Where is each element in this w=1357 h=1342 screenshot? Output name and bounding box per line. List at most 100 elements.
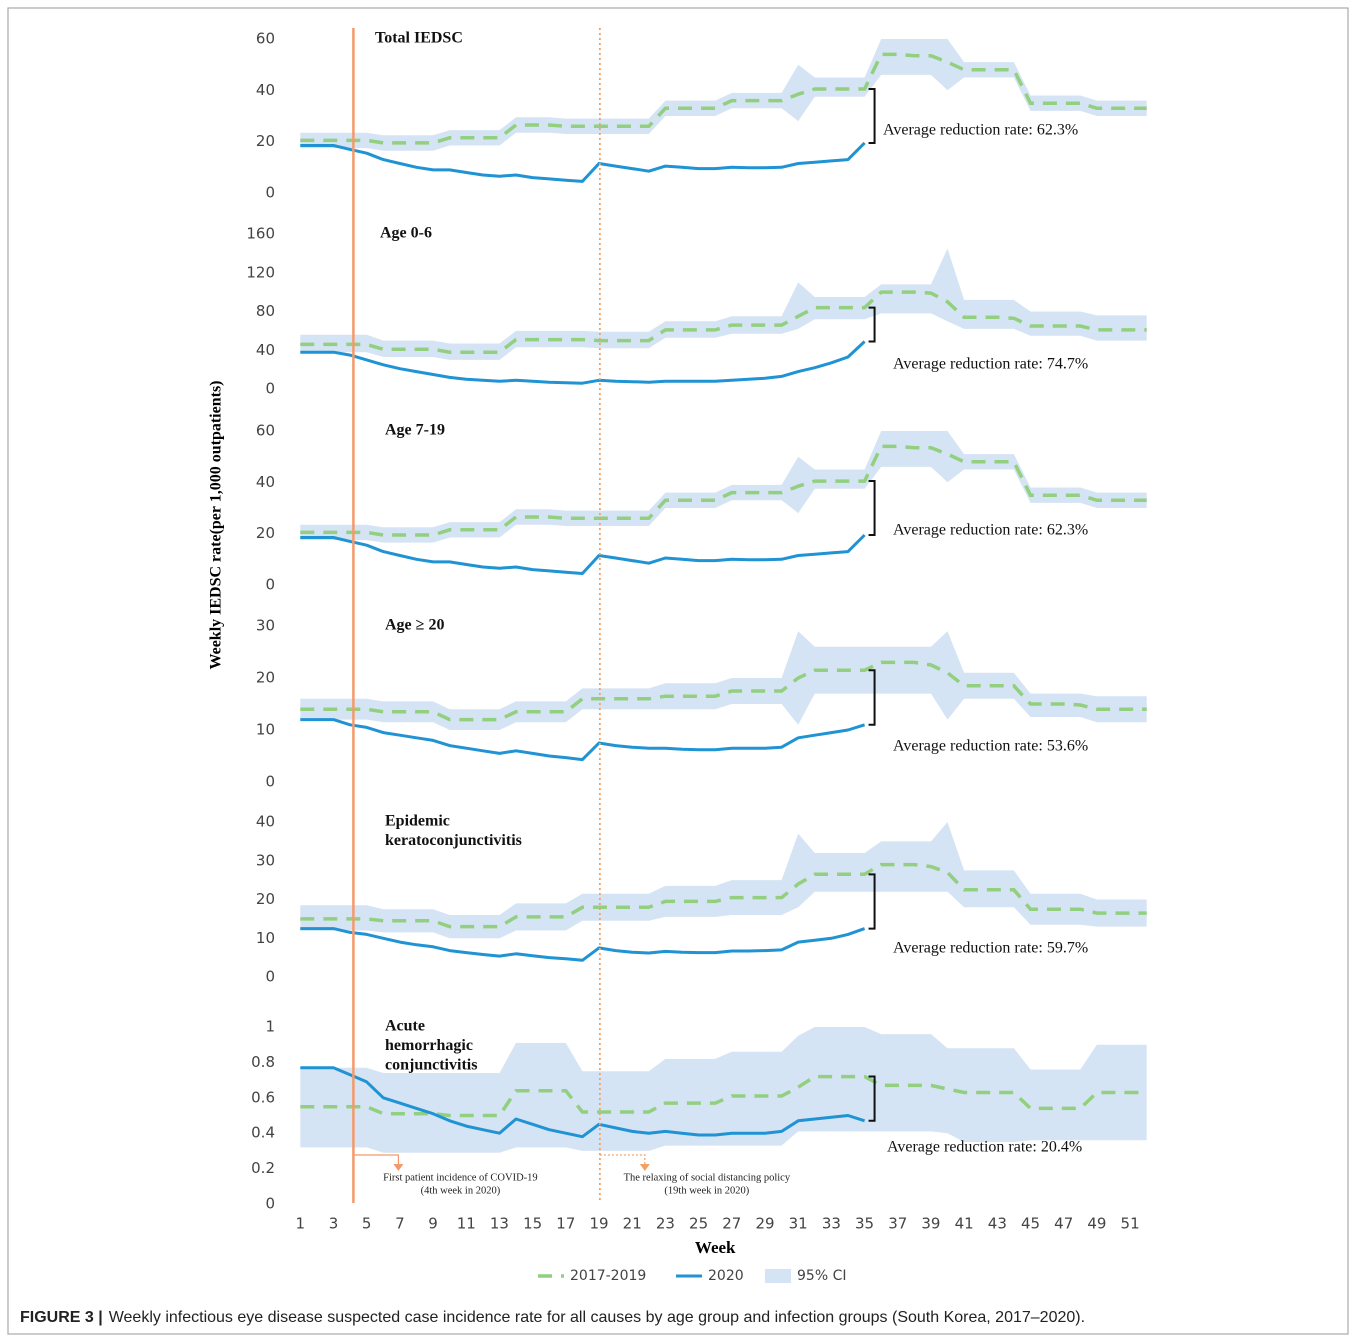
x-tick-label: 41 <box>955 1215 974 1233</box>
x-tick-label: 35 <box>855 1215 874 1233</box>
x-tick-label: 9 <box>428 1215 438 1233</box>
bracket <box>868 306 876 343</box>
bracket <box>868 88 876 144</box>
y-tick-label: 20 <box>256 524 275 542</box>
y-tick-label: 120 <box>246 263 275 281</box>
y-tick-label: 0.6 <box>251 1088 275 1106</box>
x-tick-label: 51 <box>1121 1215 1140 1233</box>
x-tick-label: 43 <box>988 1215 1007 1233</box>
y-tick-label: 0 <box>265 184 275 202</box>
event-arrowhead <box>393 1164 404 1171</box>
y-tick-label: 20 <box>256 669 275 687</box>
y-tick-label: 40 <box>256 813 275 831</box>
panel: 0 40 80 120 160 Age 0-6 Average reduction rate… <box>246 225 1147 398</box>
y-tick-label: 0.2 <box>251 1159 275 1177</box>
x-tick-label: 27 <box>722 1215 741 1233</box>
panel-title: conjunctivitis <box>385 1057 477 1074</box>
x-tick-label: 49 <box>1087 1215 1106 1233</box>
baseline-line <box>300 444 1147 537</box>
y-tick-label: 0 <box>265 773 275 791</box>
ci-band <box>300 631 1147 730</box>
x-tick-label: 47 <box>1054 1215 1073 1233</box>
x-tick-label: 19 <box>589 1215 608 1233</box>
x-tick-label: 7 <box>395 1215 405 1233</box>
ci-band <box>300 822 1147 939</box>
y-tick-label: 40 <box>256 341 275 359</box>
event-arrow <box>353 1154 400 1166</box>
y-tick-label: 0 <box>265 1195 275 1213</box>
bracket <box>868 669 876 726</box>
panel: 0 20 40 60 Total IEDSC Average reduction rate… <box>256 30 1147 202</box>
x-tick-label: 15 <box>523 1215 542 1233</box>
panel: 0 10 20 30 40 Epidemic keratoconjunctivitis Ave… <box>256 813 1147 986</box>
x-tick-label: 21 <box>623 1215 642 1233</box>
annotation: Average reduction rate: 74.7% <box>893 356 1088 373</box>
y-tick-label: 0 <box>265 968 275 986</box>
panel-title: Age 7-19 <box>385 422 445 439</box>
x-tick-label: 23 <box>656 1215 675 1233</box>
annotation: Average reduction rate: 53.6% <box>893 738 1088 755</box>
y-tick-label: 40 <box>256 81 275 99</box>
event-note: (4th week in 2020) <box>421 1185 501 1196</box>
annotation: Average reduction rate: 20.4% <box>887 1139 1082 1156</box>
annotation: Average reduction rate: 62.3% <box>883 122 1078 139</box>
x-tick-label: 31 <box>789 1215 808 1233</box>
baseline-line <box>300 660 1147 722</box>
y-tick-label: 0.4 <box>251 1124 275 1142</box>
y-tick-label: 1 <box>265 1018 275 1036</box>
caption-text: Weekly infectious eye disease suspected … <box>109 1309 1085 1326</box>
x-tick-label: 3 <box>329 1215 339 1233</box>
x-tick-label: 13 <box>490 1215 509 1233</box>
x-tick-label: 1 <box>296 1215 306 1233</box>
panel: 0 10 20 30 Age ≥ 20 Average reduction rate: 5… <box>256 617 1147 791</box>
legend-label: 95% CI <box>797 1268 846 1284</box>
legend-label: 2017-2019 <box>570 1268 646 1284</box>
annotation: Average reduction rate: 62.3% <box>893 522 1088 539</box>
line-2020 <box>300 927 866 962</box>
event-arrow <box>599 1154 646 1166</box>
y-tick-label: 10 <box>256 929 275 947</box>
y-tick-label: 30 <box>256 617 275 635</box>
panel-title: Acute <box>385 1018 425 1035</box>
baseline-line <box>300 290 1147 354</box>
panel-title: Epidemic <box>385 813 450 830</box>
y-tick-label: 0 <box>265 576 275 594</box>
y-tick-label: 80 <box>256 302 275 320</box>
bracket <box>868 1075 876 1122</box>
x-tick-label: 5 <box>362 1215 372 1233</box>
panel: 0 20 40 60 Age 7-19 Average reduction rate: 6… <box>256 422 1147 594</box>
legend-swatch <box>765 1269 791 1283</box>
event-label: First patient incidence of COVID-19 <box>383 1172 538 1183</box>
line-2020 <box>300 1066 866 1139</box>
y-tick-label: 20 <box>256 132 275 150</box>
panel-title: keratoconjunctivitis <box>385 832 522 849</box>
ci-band <box>300 431 1147 543</box>
panel-title: hemorrhagic <box>385 1037 473 1054</box>
y-tick-label: 40 <box>256 473 275 491</box>
y-tick-label: 60 <box>256 30 275 48</box>
panel: 0 0.2 0.4 0.6 0.8 1 Acute hemorrhagic conjunctiv… <box>251 1018 1147 1257</box>
line-2020 <box>300 718 866 762</box>
x-axis-label: Week <box>695 1238 736 1257</box>
y-axis-label: Weekly IEDSC rate(per 1,000 outpatients) <box>208 380 225 669</box>
x-tick-label: 45 <box>1021 1215 1040 1233</box>
y-tick-label: 0 <box>265 380 275 398</box>
line-2020 <box>300 340 866 385</box>
x-tick-label: 39 <box>921 1215 940 1233</box>
y-tick-label: 60 <box>256 422 275 440</box>
panel-title: Age 0-6 <box>380 225 432 242</box>
baseline-line <box>300 1074 1147 1118</box>
y-tick-label: 30 <box>256 851 275 869</box>
caption: FIGURE 3 | Weekly infectious eye disease … <box>20 1309 1085 1326</box>
bracket <box>868 480 876 536</box>
ci-band <box>300 248 1147 360</box>
baseline-line <box>300 52 1147 145</box>
event-note: (19th week in 2020) <box>664 1185 749 1196</box>
y-tick-label: 160 <box>246 225 275 243</box>
y-tick-label: 20 <box>256 890 275 908</box>
panel-title: Total IEDSC <box>375 30 463 47</box>
y-tick-label: 0.8 <box>251 1053 275 1071</box>
panel-title: Age ≥ 20 <box>385 617 444 634</box>
